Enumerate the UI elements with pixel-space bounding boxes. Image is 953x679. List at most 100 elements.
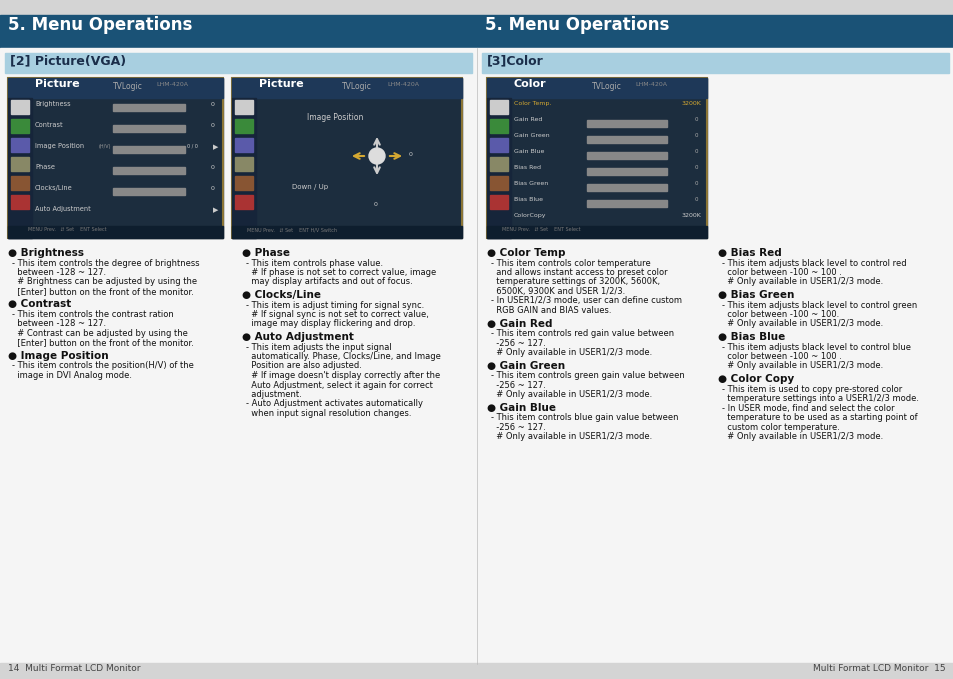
Bar — [8, 78, 223, 98]
Text: - This item adjusts black level to control blue: - This item adjusts black level to contr… — [721, 342, 910, 352]
Text: between -128 ~ 127.: between -128 ~ 127. — [12, 320, 106, 329]
Bar — [586, 200, 666, 207]
Bar — [490, 100, 507, 114]
Text: ● Auto Adjustment: ● Auto Adjustment — [242, 332, 354, 342]
Text: Auto Adjustment, select it again for correct: Auto Adjustment, select it again for cor… — [246, 380, 433, 390]
Text: LHM-420A: LHM-420A — [156, 82, 188, 87]
Bar — [11, 119, 29, 133]
Text: - This item adjusts black level to control red: - This item adjusts black level to contr… — [721, 259, 905, 268]
Text: 0: 0 — [695, 133, 698, 138]
Bar — [232, 226, 461, 238]
Text: [3]Color: [3]Color — [486, 54, 543, 67]
Text: 0: 0 — [409, 152, 413, 157]
Text: -256 ~ 127.: -256 ~ 127. — [491, 380, 545, 390]
Text: color between -100 ~ 100 .: color between -100 ~ 100 . — [721, 352, 841, 361]
Text: temperature settings into a USER1/2/3 mode.: temperature settings into a USER1/2/3 mo… — [721, 394, 918, 403]
Text: ● Brightness: ● Brightness — [8, 248, 84, 258]
Bar — [0, 15, 953, 48]
Text: ▶: ▶ — [213, 207, 218, 213]
Bar — [11, 100, 29, 114]
Text: - This item controls blue gain value between: - This item controls blue gain value bet… — [491, 413, 678, 422]
Text: ● Gain Red: ● Gain Red — [486, 318, 552, 329]
Bar — [11, 138, 29, 152]
Text: # Brightness can be adjusted by using the: # Brightness can be adjusted by using th… — [12, 278, 197, 287]
Text: ColorCopy: ColorCopy — [514, 213, 546, 218]
Text: Bias Red: Bias Red — [514, 165, 540, 170]
Text: -256 ~ 127.: -256 ~ 127. — [491, 339, 545, 348]
Text: # If signal sync is not set to correct value,: # If signal sync is not set to correct v… — [246, 310, 429, 319]
Text: 6500K, 9300K and USER 1/2/3.: 6500K, 9300K and USER 1/2/3. — [491, 287, 624, 296]
Text: 3200K: 3200K — [681, 213, 701, 218]
Text: (H/V): (H/V) — [99, 144, 112, 149]
Text: 0: 0 — [211, 102, 214, 107]
Text: TVLogic: TVLogic — [112, 82, 143, 91]
Text: 0 / 0: 0 / 0 — [187, 144, 197, 149]
Text: image may display flickering and drop.: image may display flickering and drop. — [246, 320, 416, 329]
Bar — [8, 78, 223, 238]
Bar — [0, 0, 953, 15]
Text: ● Gain Blue: ● Gain Blue — [486, 403, 556, 413]
Text: Bias Blue: Bias Blue — [514, 197, 542, 202]
Text: Clocks/Line: Clocks/Line — [35, 185, 72, 191]
Text: MENU Prev.   ⇵ Set    ENT Select: MENU Prev. ⇵ Set ENT Select — [28, 227, 107, 232]
Bar — [586, 136, 666, 143]
Bar — [586, 184, 666, 191]
Bar — [8, 98, 32, 238]
Bar — [0, 663, 953, 679]
Text: color between -100 ~ 100 .: color between -100 ~ 100 . — [721, 268, 841, 277]
Text: ● Contrast: ● Contrast — [8, 299, 71, 310]
Bar — [490, 157, 507, 171]
Text: Contrast: Contrast — [35, 122, 64, 128]
Text: ▶: ▶ — [213, 144, 218, 150]
Text: - This item adjusts black level to control green: - This item adjusts black level to contr… — [721, 301, 916, 310]
Text: 0: 0 — [211, 165, 214, 170]
Text: # If image doesn't display correctly after the: # If image doesn't display correctly aft… — [246, 371, 439, 380]
Bar — [234, 119, 253, 133]
Bar — [490, 138, 507, 152]
Text: Color: Color — [514, 79, 546, 89]
Text: - This item controls the contrast ration: - This item controls the contrast ration — [12, 310, 173, 319]
Text: color between -100 ~ 100.: color between -100 ~ 100. — [721, 310, 839, 319]
Bar — [232, 78, 461, 98]
Text: ● Bias Green: ● Bias Green — [718, 290, 794, 300]
Text: Brightness: Brightness — [35, 101, 71, 107]
Bar — [476, 48, 953, 663]
Text: # Contrast can be adjusted by using the: # Contrast can be adjusted by using the — [12, 329, 188, 338]
Text: ● Gain Green: ● Gain Green — [486, 361, 564, 371]
Bar — [112, 125, 185, 132]
Bar — [486, 78, 706, 238]
Text: and allows instant access to preset color: and allows instant access to preset colo… — [491, 268, 667, 277]
Text: - In USER1/2/3 mode, user can define custom: - In USER1/2/3 mode, user can define cus… — [491, 297, 681, 306]
Text: - This item is used to copy pre-stored color: - This item is used to copy pre-stored c… — [721, 384, 902, 394]
Text: 0: 0 — [374, 202, 377, 207]
Text: - In USER mode, find and select the color: - In USER mode, find and select the colo… — [721, 403, 894, 413]
Text: Gain Green: Gain Green — [514, 133, 549, 138]
Bar — [586, 152, 666, 159]
Text: 0: 0 — [695, 117, 698, 122]
Text: Color Temp.: Color Temp. — [514, 101, 551, 106]
Bar — [112, 167, 185, 174]
Bar — [481, 53, 948, 73]
Bar — [234, 195, 253, 209]
Bar — [8, 78, 223, 238]
Text: when input signal resolution changes.: when input signal resolution changes. — [246, 409, 411, 418]
Text: custom color temperature.: custom color temperature. — [721, 422, 839, 431]
Text: ● Bias Red: ● Bias Red — [718, 248, 781, 258]
Bar — [0, 48, 476, 663]
Text: ● Image Position: ● Image Position — [8, 351, 109, 361]
Text: # Only available in USER1/2/3 mode.: # Only available in USER1/2/3 mode. — [721, 432, 882, 441]
Text: Image Position: Image Position — [35, 143, 84, 149]
Text: # Only available in USER1/2/3 mode.: # Only available in USER1/2/3 mode. — [491, 432, 652, 441]
Text: MENU Prev.   ⇵ Set    ENT Select: MENU Prev. ⇵ Set ENT Select — [501, 227, 580, 232]
Text: 5. Menu Operations: 5. Menu Operations — [484, 16, 669, 34]
Text: # If phase is not set to correct value, image: # If phase is not set to correct value, … — [246, 268, 436, 277]
Text: Phase: Phase — [35, 164, 55, 170]
Text: image in DVI Analog mode.: image in DVI Analog mode. — [12, 371, 132, 380]
Text: 14  Multi Format LCD Monitor: 14 Multi Format LCD Monitor — [8, 664, 140, 673]
Text: 0: 0 — [211, 123, 214, 128]
Bar — [11, 195, 29, 209]
Text: Gain Blue: Gain Blue — [514, 149, 544, 154]
Text: # Only available in USER1/2/3 mode.: # Only available in USER1/2/3 mode. — [721, 278, 882, 287]
Text: [Enter] button on the front of the monitor.: [Enter] button on the front of the monit… — [12, 339, 193, 348]
Text: Gain Red: Gain Red — [514, 117, 542, 122]
